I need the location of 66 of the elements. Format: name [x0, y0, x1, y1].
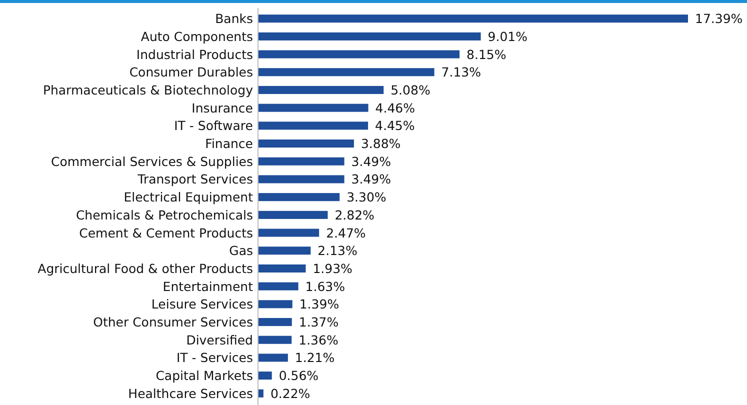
bar: [258, 282, 298, 290]
data-label: 4.46%: [375, 100, 416, 116]
data-label: 2.47%: [326, 225, 366, 240]
bar: [258, 32, 481, 40]
bar: [258, 157, 344, 166]
y-tick-label: Finance: [205, 136, 254, 152]
data-label: 17.39%: [695, 11, 743, 26]
bar: [258, 140, 354, 148]
y-tick-label: Insurance: [192, 100, 254, 116]
bar: [258, 175, 344, 184]
bar: [258, 104, 368, 112]
data-label: 1.21%: [294, 350, 335, 366]
bar: [258, 86, 384, 94]
data-label: 2.82%: [334, 207, 375, 222]
bar: [258, 228, 320, 237]
y-tick-label: Industrial Products: [136, 46, 253, 62]
y-tick-label: Cement & Cement Products: [79, 225, 253, 240]
bar: [258, 354, 288, 362]
y-tick-label: Gas: [229, 243, 253, 258]
data-label: 0.22%: [270, 386, 310, 401]
data-label: 4.45%: [375, 118, 415, 134]
y-tick-label: Pharmaceuticals & Biotechnology: [42, 82, 254, 98]
bar: [258, 122, 368, 130]
data-label: 1.39%: [299, 296, 340, 312]
bar: [258, 14, 688, 23]
y-tick-label: Healthcare Services: [128, 386, 253, 401]
y-tick-label: Transport Services: [136, 172, 253, 187]
bar: [258, 300, 292, 308]
data-label: 3.49%: [351, 154, 392, 169]
y-tick-label: IT - Services: [176, 350, 253, 366]
data-label: 3.88%: [360, 136, 401, 152]
y-tick-label: Commercial Services & Supplies: [50, 154, 253, 169]
data-label: 5.08%: [390, 82, 430, 98]
bar: [258, 372, 272, 380]
y-tick-label: Capital Markets: [156, 368, 253, 384]
y-tick-label: Electrical Equipment: [124, 190, 254, 205]
y-tick-label: Leisure Services: [151, 296, 253, 312]
data-label: 1.37%: [298, 314, 339, 330]
y-tick-label: Auto Components: [140, 28, 253, 44]
data-label: 1.36%: [298, 332, 338, 348]
y-tick-label: Diversified: [186, 332, 253, 348]
y-tick-label: Entertainment: [162, 278, 254, 294]
bar: [258, 336, 292, 344]
bar: [258, 246, 311, 255]
bar: [258, 318, 292, 326]
y-tick-label: Agricultural Food & other Products: [38, 260, 253, 276]
bar: [258, 264, 306, 272]
data-label: 8.15%: [466, 46, 506, 62]
data-label: 7.13%: [441, 64, 482, 80]
y-tick-label: Other Consumer Services: [93, 314, 253, 330]
bar: [258, 389, 264, 398]
data-label: 9.01%: [488, 28, 528, 44]
data-label: 1.63%: [305, 278, 346, 294]
y-tick-label: Chemicals & Petrochemicals: [76, 207, 253, 222]
bar: [258, 50, 460, 58]
bar: [258, 68, 434, 76]
y-tick-label: Banks: [215, 11, 253, 26]
bar: [258, 193, 340, 202]
data-label: 1.93%: [312, 260, 353, 276]
data-label: 3.30%: [346, 190, 386, 205]
y-tick-label: Consumer Durables: [129, 64, 253, 80]
y-tick-label: IT - Software: [174, 118, 254, 134]
bar: [258, 210, 328, 219]
data-label: 0.56%: [278, 368, 319, 384]
data-label: 2.13%: [318, 243, 358, 258]
data-label: 3.49%: [351, 172, 392, 187]
